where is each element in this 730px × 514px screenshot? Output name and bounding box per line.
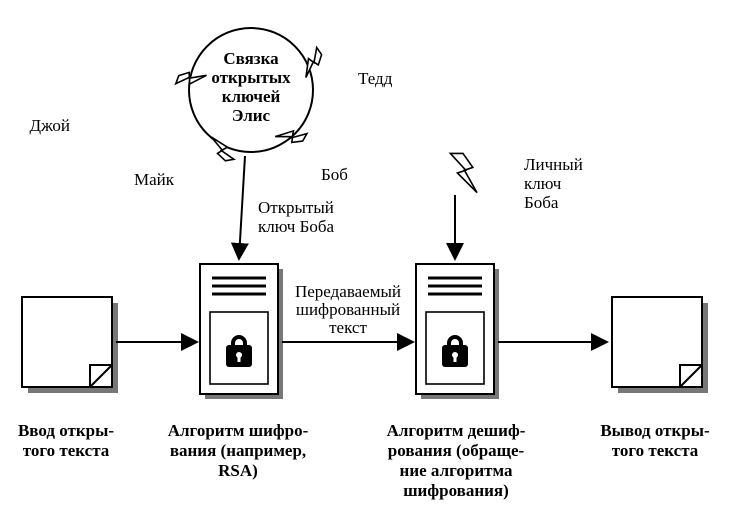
privkey-line3: Боба [524, 193, 559, 212]
doc-plaintext-in-icon [22, 297, 118, 393]
caption-in-1: Ввод откры- [18, 421, 114, 440]
caption-dec-2: рования (обраще- [388, 441, 525, 460]
ciphertext-line2: шифрованный [296, 300, 400, 319]
caption-enc-1: Алгоритм шифро- [168, 421, 309, 440]
pubkey-line2: ключ Боба [258, 217, 335, 236]
caption-dec-4: шифрования) [403, 481, 509, 500]
server-decryption-icon [416, 264, 499, 399]
person-mike: Майк [134, 170, 175, 189]
caption-out-1: Вывод откры- [600, 421, 710, 440]
caption-in-2: того текста [23, 441, 110, 460]
caption-out-2: того текста [612, 441, 699, 460]
pubkey-line1: Открытый [258, 198, 334, 217]
keyring-title-3: ключей [222, 87, 281, 106]
person-ted: Тедд [358, 69, 393, 88]
caption-dec-3: ние алгоритма [400, 461, 513, 480]
ciphertext-line1: Передаваемый [295, 282, 401, 301]
doc-plaintext-out-icon [612, 297, 708, 393]
keyring-title-2: открытых [211, 68, 291, 87]
caption-enc-2: вания (например, [170, 441, 306, 460]
keyring-title-1: Связка [223, 49, 279, 68]
caption-enc-3: RSA) [218, 461, 258, 480]
ciphertext-line3: текст [329, 318, 367, 337]
privkey-line2: ключ [524, 174, 562, 193]
crypto-diagram: Связка открытых ключей Элис Джой Майк Бо… [0, 0, 730, 514]
edge-keyring-to-enc [239, 156, 245, 258]
person-joy: Джой [29, 116, 70, 135]
server-encryption-icon [200, 264, 283, 399]
privkey-line1: Личный [524, 155, 583, 174]
private-key-bolt-icon [450, 153, 477, 192]
keyring-title-4: Элис [232, 106, 271, 125]
caption-dec-1: Алгоритм дешиф- [387, 421, 526, 440]
person-bob: Боб [321, 165, 348, 184]
